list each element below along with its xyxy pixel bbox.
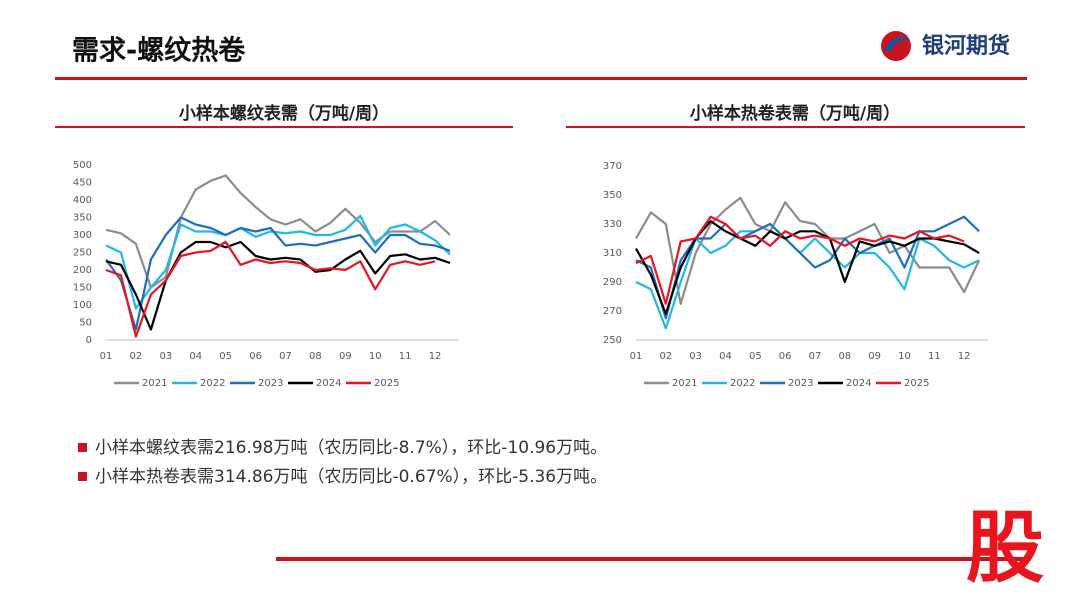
x-tick-label: 08 <box>838 351 851 362</box>
y-tick-label: 50 <box>79 318 92 329</box>
logo-icon <box>881 31 911 61</box>
x-tick-label: 03 <box>159 351 172 362</box>
y-tick-label: 500 <box>73 160 92 171</box>
y-tick-label: 370 <box>603 161 622 172</box>
x-tick-label: 05 <box>219 351 232 362</box>
chart-rule <box>566 126 1025 128</box>
x-tick-label: 12 <box>429 351 442 362</box>
x-tick-label: 10 <box>898 351 911 362</box>
x-tick-label: 02 <box>130 351 143 362</box>
x-tick-label: 01 <box>100 351 113 362</box>
y-tick-label: 400 <box>73 195 92 206</box>
note: 小样本螺纹表需216.98万吨（农历同比-8.7%），环比-10.96万吨。 <box>95 438 607 458</box>
y-tick-label: 250 <box>603 335 622 346</box>
y-tick-label: 310 <box>603 248 622 259</box>
y-tick-label: 330 <box>603 219 622 230</box>
x-tick-label: 08 <box>309 351 322 362</box>
legend-label: 2025 <box>904 378 929 389</box>
series-line <box>105 216 451 331</box>
x-tick-label: 09 <box>339 351 352 362</box>
x-tick-label: 07 <box>279 351 292 362</box>
chart-title: 小样本螺纹表需（万吨/周） <box>179 103 389 124</box>
watermark: 股 <box>966 503 1044 593</box>
series-line <box>105 240 451 331</box>
x-tick-label: 12 <box>958 351 971 362</box>
y-tick-label: 0 <box>86 335 92 346</box>
y-tick-label: 450 <box>73 178 92 189</box>
series-line <box>635 222 980 330</box>
x-tick-label: 06 <box>249 351 262 362</box>
x-tick-label: 04 <box>719 351 732 362</box>
header-rule <box>55 77 1027 80</box>
legend-label: 2021 <box>142 378 167 389</box>
series-line <box>105 214 451 310</box>
legend-label: 2023 <box>258 378 283 389</box>
legend-label: 2022 <box>730 378 755 389</box>
series-line <box>105 240 436 338</box>
x-tick-label: 01 <box>630 351 643 362</box>
series-line <box>105 174 451 289</box>
y-tick-label: 300 <box>73 230 92 241</box>
y-tick-label: 350 <box>73 213 92 224</box>
y-tick-label: 270 <box>603 306 622 317</box>
note: 小样本热卷表需314.86万吨（农历同比-0.67%），环比-5.36万吨。 <box>95 467 607 487</box>
x-tick-label: 07 <box>809 351 822 362</box>
legend-label: 2024 <box>316 378 341 389</box>
y-tick-label: 200 <box>73 265 92 276</box>
bullet <box>78 443 87 452</box>
series-line <box>635 220 980 315</box>
x-tick-label: 11 <box>399 351 412 362</box>
slide-title: 需求-螺纹热卷 <box>72 36 246 67</box>
legend-label: 2021 <box>672 378 697 389</box>
footer-rule <box>276 557 1026 561</box>
logo-text: 银河期货 <box>922 33 1010 59</box>
y-tick-label: 100 <box>73 300 92 311</box>
x-tick-label: 10 <box>369 351 382 362</box>
x-tick-label: 09 <box>868 351 881 362</box>
x-tick-label: 03 <box>689 351 702 362</box>
x-tick-label: 02 <box>659 351 672 362</box>
y-tick-label: 350 <box>603 190 622 201</box>
x-tick-label: 04 <box>189 351 202 362</box>
bullet <box>78 472 87 481</box>
chart-title: 小样本热卷表需（万吨/周） <box>690 103 900 124</box>
x-tick-label: 05 <box>749 351 762 362</box>
y-tick-label: 250 <box>73 248 92 259</box>
logo-swoosh <box>884 36 910 52</box>
y-tick-label: 150 <box>73 283 92 294</box>
series-line <box>635 215 965 305</box>
x-tick-label: 06 <box>779 351 792 362</box>
legend-label: 2022 <box>200 378 225 389</box>
legend-label: 2024 <box>846 378 871 389</box>
legend-label: 2025 <box>374 378 399 389</box>
series-line <box>635 196 981 305</box>
chart-rule <box>55 126 513 128</box>
x-tick-label: 11 <box>928 351 941 362</box>
y-tick-label: 290 <box>603 277 622 288</box>
legend-label: 2023 <box>788 378 813 389</box>
